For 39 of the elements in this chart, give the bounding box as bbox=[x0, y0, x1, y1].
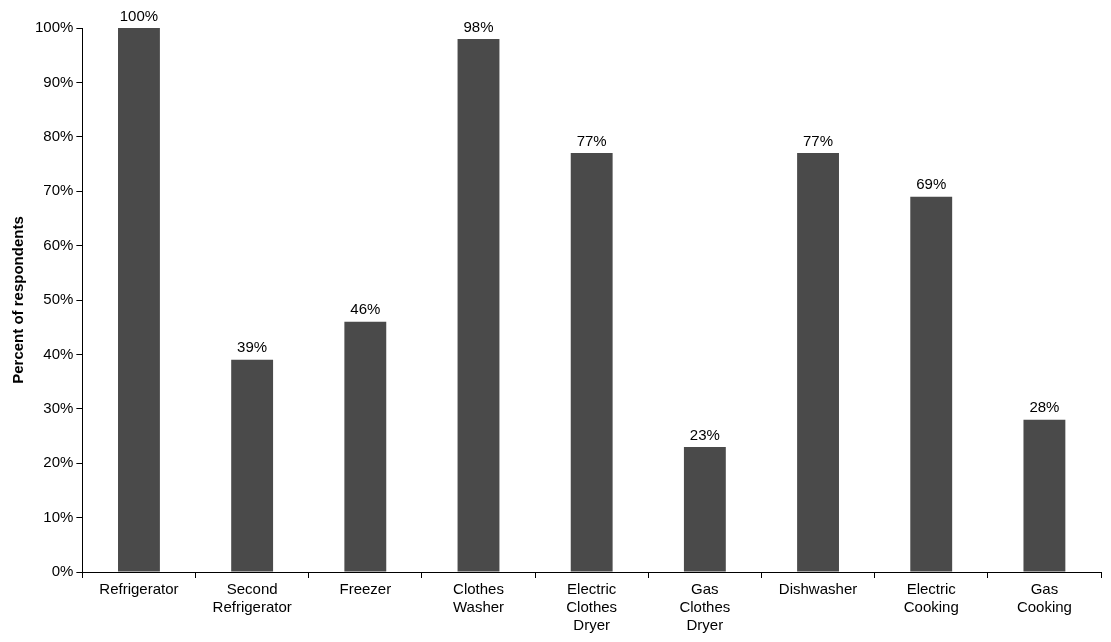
x-tick-label: Electric Clothes Dryer bbox=[566, 580, 618, 634]
bar bbox=[457, 38, 500, 572]
data-label: 69% bbox=[916, 175, 947, 193]
y-tick-label: 50% bbox=[43, 290, 74, 308]
data-label: 39% bbox=[237, 338, 268, 356]
data-label: 23% bbox=[689, 425, 720, 443]
y-tick-label: 40% bbox=[43, 344, 74, 362]
bar bbox=[910, 196, 953, 572]
data-label: 46% bbox=[350, 300, 381, 318]
y-tick-label: 30% bbox=[43, 398, 74, 416]
bar bbox=[683, 446, 726, 572]
bar bbox=[118, 28, 160, 572]
x-tick-label: Clothes Washer bbox=[452, 580, 505, 616]
x-tick-label: Second Refrigerator bbox=[212, 580, 292, 616]
y-tick-label: 70% bbox=[43, 181, 74, 199]
x-tick-label: Gas Cooking bbox=[1016, 580, 1072, 616]
data-label: 100% bbox=[119, 6, 159, 24]
data-label: 77% bbox=[576, 131, 607, 149]
y-tick-label: 20% bbox=[43, 453, 74, 471]
y-tick-label: 100% bbox=[34, 18, 74, 36]
x-tick-label: Refrigerator bbox=[99, 580, 179, 598]
x-tick-label: Gas Clothes Dryer bbox=[679, 580, 731, 634]
bar bbox=[1023, 419, 1066, 572]
bar bbox=[570, 153, 613, 572]
y-tick-label: 10% bbox=[43, 507, 74, 525]
y-tick-label: 90% bbox=[43, 72, 74, 90]
x-tick-label: Freezer bbox=[339, 580, 392, 598]
y-axis-title: Percent of respondents bbox=[9, 216, 27, 384]
data-label: 77% bbox=[803, 131, 834, 149]
x-tick-label: Electric Cooking bbox=[903, 580, 959, 616]
data-label: 28% bbox=[1029, 398, 1060, 416]
bar bbox=[231, 359, 274, 572]
bar bbox=[797, 153, 839, 572]
bar bbox=[344, 321, 387, 572]
x-tick-label: Dishwasher bbox=[778, 580, 858, 598]
data-label: 98% bbox=[463, 17, 494, 35]
y-tick-label: 60% bbox=[43, 235, 74, 253]
y-tick-label: 0% bbox=[51, 562, 74, 580]
y-tick-label: 80% bbox=[43, 126, 74, 144]
